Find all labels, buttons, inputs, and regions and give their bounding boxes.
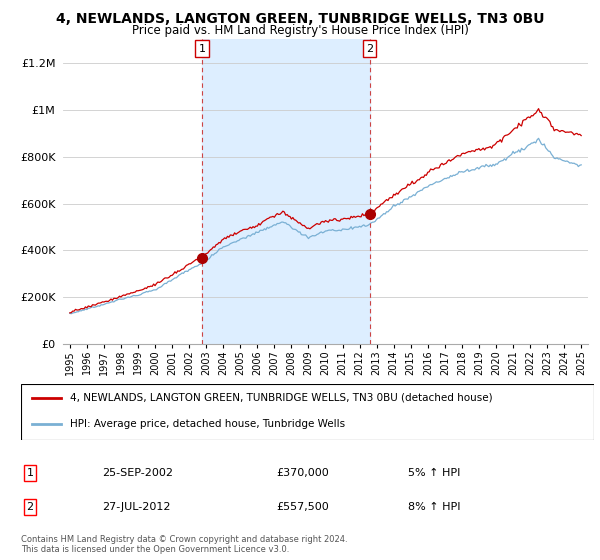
Text: 8% ↑ HPI: 8% ↑ HPI [408,502,461,512]
Bar [202,39,370,344]
Text: Price paid vs. HM Land Registry's House Price Index (HPI): Price paid vs. HM Land Registry's House … [131,24,469,36]
Text: HPI: Average price, detached house, Tunbridge Wells: HPI: Average price, detached house, Tunb… [70,419,345,429]
Text: 2: 2 [366,44,373,54]
Text: 1: 1 [26,468,34,478]
Text: 27-JUL-2012: 27-JUL-2012 [102,502,170,512]
Text: £370,000: £370,000 [276,468,329,478]
Text: 4, NEWLANDS, LANGTON GREEN, TUNBRIDGE WELLS, TN3 0BU: 4, NEWLANDS, LANGTON GREEN, TUNBRIDGE WE… [56,12,544,26]
Text: 5% ↑ HPI: 5% ↑ HPI [408,468,460,478]
Text: 1: 1 [199,44,205,54]
Text: £557,500: £557,500 [276,502,329,512]
Text: 2: 2 [26,502,34,512]
Text: 4, NEWLANDS, LANGTON GREEN, TUNBRIDGE WELLS, TN3 0BU (detached house): 4, NEWLANDS, LANGTON GREEN, TUNBRIDGE WE… [70,393,493,403]
Text: 25-SEP-2002: 25-SEP-2002 [102,468,173,478]
Text: Contains HM Land Registry data © Crown copyright and database right 2024.
This d: Contains HM Land Registry data © Crown c… [21,535,347,554]
